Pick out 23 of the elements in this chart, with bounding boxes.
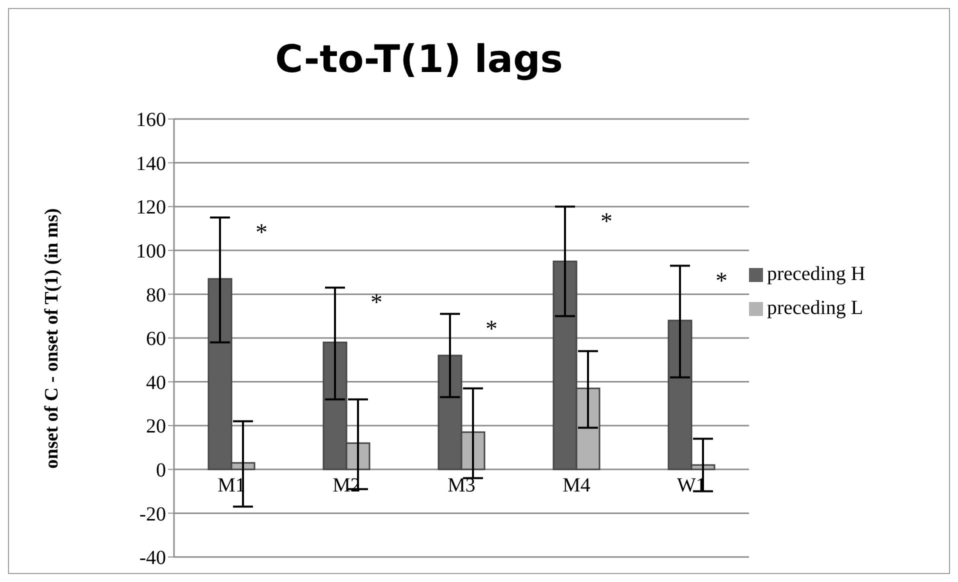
annotation: * <box>486 316 498 342</box>
x-tick-label: M3 <box>448 474 476 496</box>
y-tick-label: 160 <box>136 109 166 132</box>
y-tick-label: 20 <box>146 416 166 438</box>
annotation: * <box>256 220 268 246</box>
y-tick-label: 140 <box>136 152 166 175</box>
legend-label: preceding L <box>767 297 864 319</box>
x-tick-label: W1 <box>677 474 706 496</box>
annotation: * <box>716 268 728 294</box>
y-tick-label: -20 <box>139 503 166 526</box>
y-axis-title: onset of C - onset of T(1) (in ms) <box>40 206 64 470</box>
y-tick-label: -40 <box>139 547 166 570</box>
y-tick-label: 0 <box>156 460 166 482</box>
y-tick-label: 60 <box>146 328 166 350</box>
y-tick-label: 100 <box>136 240 166 262</box>
y-tick-label: 80 <box>146 284 166 306</box>
annotation: * <box>600 209 612 236</box>
y-tick-label: 40 <box>146 372 166 394</box>
y-tick-label: 120 <box>136 196 166 219</box>
chart-title: C-to-T(1) lags <box>274 37 564 81</box>
annotation: * <box>370 290 382 316</box>
x-tick-label: M4 <box>562 474 590 496</box>
legend-label: preceding H <box>767 263 866 285</box>
